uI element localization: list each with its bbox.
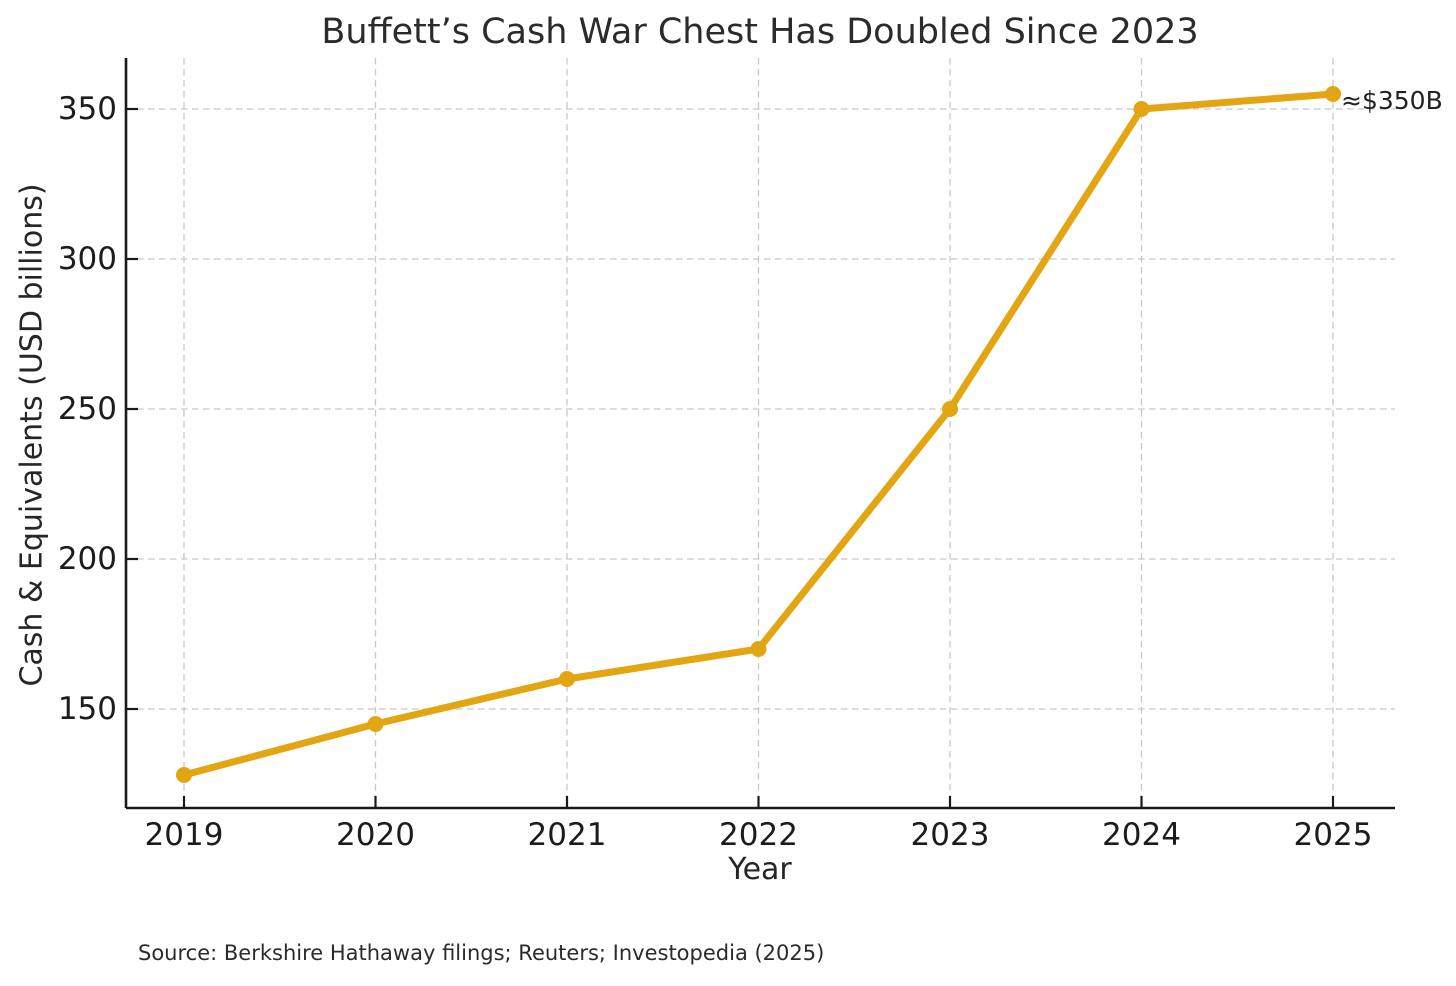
x-tick-label: 2025 [1293,817,1373,853]
value-annotation: ≈$350B [1341,86,1443,115]
x-tick-label: 2020 [336,817,415,853]
y-tick-label: 150 [57,691,117,727]
y-tick-label: 350 [57,91,117,127]
y-axis-label: Cash & Equivalents (USD billions) [14,183,50,687]
data-point-2020 [367,716,384,732]
x-tick-label: 2024 [1102,817,1181,853]
chart-title: Buffett’s Cash War Chest Has Doubled Sin… [321,12,1199,52]
data-point-2021 [559,671,575,687]
data-point-2025 [1325,86,1341,102]
x-tick-label: 2022 [719,817,798,853]
x-axis-label: Year [728,852,792,887]
x-tick-label: 2021 [527,817,607,853]
x-tick-label: 2023 [910,817,990,853]
x-tick-label: 2019 [144,817,224,853]
data-point-2024 [1133,101,1150,117]
y-tick-label: 200 [57,541,117,577]
y-tick-label: 250 [57,391,117,427]
y-tick-label: 300 [57,241,117,277]
data-point-2019 [176,767,192,783]
data-point-2023 [942,401,958,417]
data-point-2022 [750,641,767,657]
source-note: Source: Berkshire Hathaway filings; Reut… [138,941,825,965]
